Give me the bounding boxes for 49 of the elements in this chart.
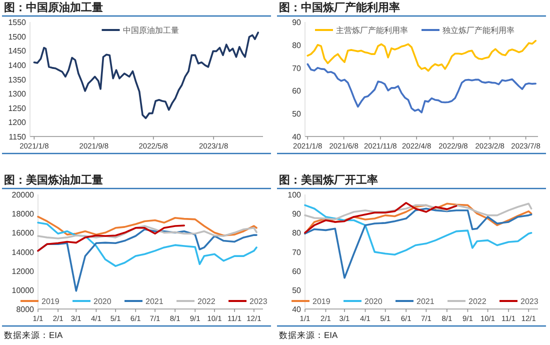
y-tick-label: 20000 — [12, 190, 35, 200]
legend-label: 2021 — [416, 297, 435, 306]
y-tick-label: 10000 — [12, 286, 35, 295]
y-tick-label: 12000 — [12, 266, 35, 276]
legend: 中国原油加工量 — [102, 26, 179, 35]
y-tick-label: 1400 — [8, 60, 27, 70]
y-tick-label: 14000 — [12, 248, 35, 257]
y-tick-label: 40 — [292, 132, 302, 142]
chart-title: 图：中国原油加工量 — [4, 1, 103, 14]
y-tick-label: 1500 — [8, 32, 27, 42]
legend-label: 独立炼厂产能利用率 — [442, 26, 514, 35]
legend-label: 2021 — [146, 297, 164, 306]
source-note: 数据来源：EIA — [279, 330, 338, 340]
y-tick-label: 16000 — [12, 228, 35, 238]
y-tick-label: 18000 — [12, 210, 35, 219]
legend-label: 2020 — [94, 297, 112, 306]
y-tick-label: 100 — [288, 190, 302, 200]
y-tick-label: 90 — [292, 18, 302, 27]
legend-label: 2020 — [364, 297, 383, 306]
chart-title: 图：美国炼油加工量 — [4, 174, 103, 186]
chart-title: 图：美国炼厂开工率 — [279, 174, 378, 186]
y-tick-label: 1300 — [8, 90, 27, 99]
y-tick-label: 60 — [292, 266, 302, 276]
y-tick-label: 70 — [292, 64, 302, 73]
y-tick-label: 1350 — [8, 75, 27, 84]
legend-label: 主营炼厂产能利用率 — [336, 26, 408, 35]
y-tick-label: 90 — [292, 210, 302, 219]
y-tick-label: 70 — [292, 248, 302, 257]
y-tick-label: 40 — [292, 305, 302, 314]
y-tick-label: 8000 — [16, 305, 35, 314]
legend-label: 2019 — [42, 297, 60, 306]
y-tick-label: 50 — [292, 286, 302, 295]
legend-label: 2023 — [520, 297, 539, 306]
legend-label: 2019 — [312, 297, 331, 306]
legend-label: 中国原油加工量 — [122, 26, 179, 35]
chart-title: 图：中国炼厂产能利用率 — [279, 1, 400, 14]
y-tick-label: 80 — [292, 228, 302, 238]
legend-label: 2022 — [198, 297, 216, 306]
y-tick-label: 60 — [292, 86, 302, 96]
y-tick-label: 50 — [292, 110, 302, 119]
legend-label: 2022 — [468, 297, 487, 306]
y-tick-label: 80 — [292, 40, 302, 50]
source-note: 数据来源：EIA — [4, 330, 64, 340]
y-tick-label: 1150 — [8, 132, 27, 142]
y-tick-label: 1550 — [8, 18, 27, 27]
y-tick-label: 1200 — [8, 118, 27, 128]
y-tick-label: 1250 — [8, 104, 27, 113]
y-tick-label: 1450 — [8, 46, 27, 56]
legend-label: 2023 — [250, 297, 268, 306]
